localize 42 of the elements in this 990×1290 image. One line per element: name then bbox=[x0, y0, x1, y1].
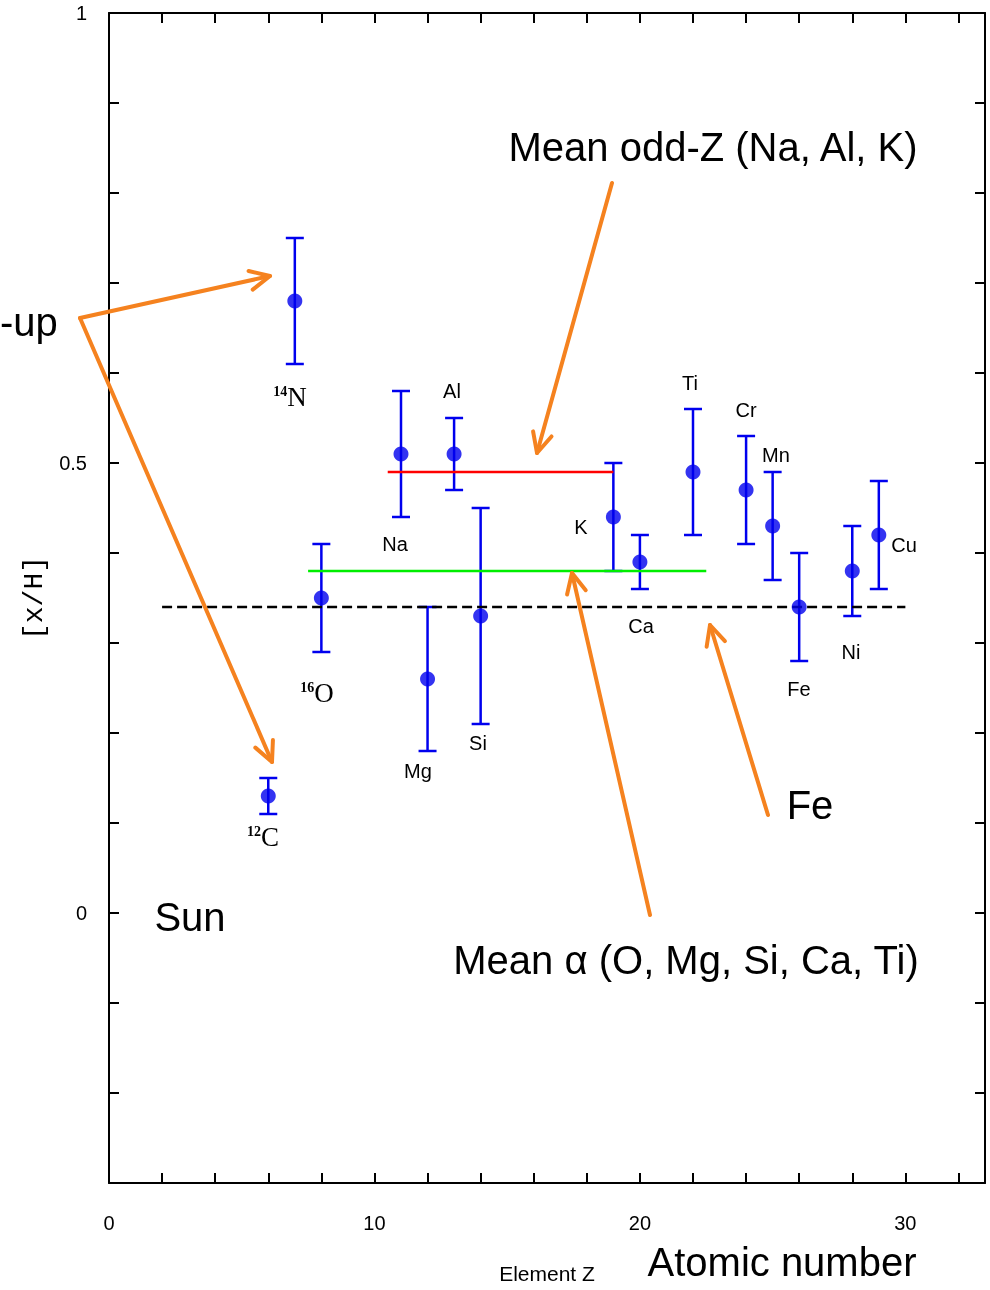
point bbox=[446, 446, 462, 462]
annotation: Ca bbox=[628, 615, 655, 637]
annotation: Mn bbox=[762, 444, 790, 466]
point bbox=[632, 554, 648, 570]
y-tick-label: 1 bbox=[75, 2, 87, 24]
annotation: Si bbox=[469, 732, 487, 754]
annotation: Mean odd-Z (Na, Al, K) bbox=[508, 125, 918, 169]
text: -up bbox=[0, 300, 58, 344]
point bbox=[844, 563, 860, 579]
x-tick-label: 0 bbox=[103, 1212, 115, 1234]
x-tick-label: 20 bbox=[628, 1212, 652, 1234]
y-tick-label: 0 bbox=[75, 902, 87, 924]
annotation: Cu bbox=[891, 534, 917, 556]
point bbox=[420, 671, 436, 687]
annotation: Ni bbox=[841, 641, 861, 663]
annotation: Cr bbox=[735, 399, 757, 421]
annotation: Na bbox=[382, 533, 409, 555]
text: Atomic number bbox=[647, 1240, 917, 1284]
annotation: K bbox=[574, 516, 589, 538]
point bbox=[738, 482, 754, 498]
annotation: Mg bbox=[404, 760, 432, 782]
annotation: Mean α (O, Mg, Si, Ca, Ti) bbox=[453, 938, 919, 982]
point bbox=[685, 464, 701, 480]
annotation: Fe bbox=[787, 678, 811, 700]
annotation: Al bbox=[443, 380, 461, 402]
x-tick-label: 30 bbox=[894, 1212, 917, 1234]
x-axis-title: Element Z bbox=[499, 1262, 596, 1285]
point bbox=[287, 293, 303, 309]
point bbox=[473, 608, 489, 624]
point bbox=[313, 590, 329, 606]
point bbox=[791, 599, 807, 615]
y-tick-label: 0.5 bbox=[59, 452, 87, 474]
y-axis-title: [x/H] bbox=[18, 555, 50, 641]
point bbox=[260, 788, 276, 804]
point bbox=[871, 527, 887, 543]
point bbox=[765, 518, 781, 534]
annotation: Ti bbox=[682, 372, 698, 394]
annotation: Fe bbox=[786, 783, 834, 827]
point bbox=[393, 446, 409, 462]
annotation: Sun bbox=[154, 895, 226, 939]
x-tick-label: 10 bbox=[363, 1212, 386, 1234]
point bbox=[605, 509, 621, 525]
